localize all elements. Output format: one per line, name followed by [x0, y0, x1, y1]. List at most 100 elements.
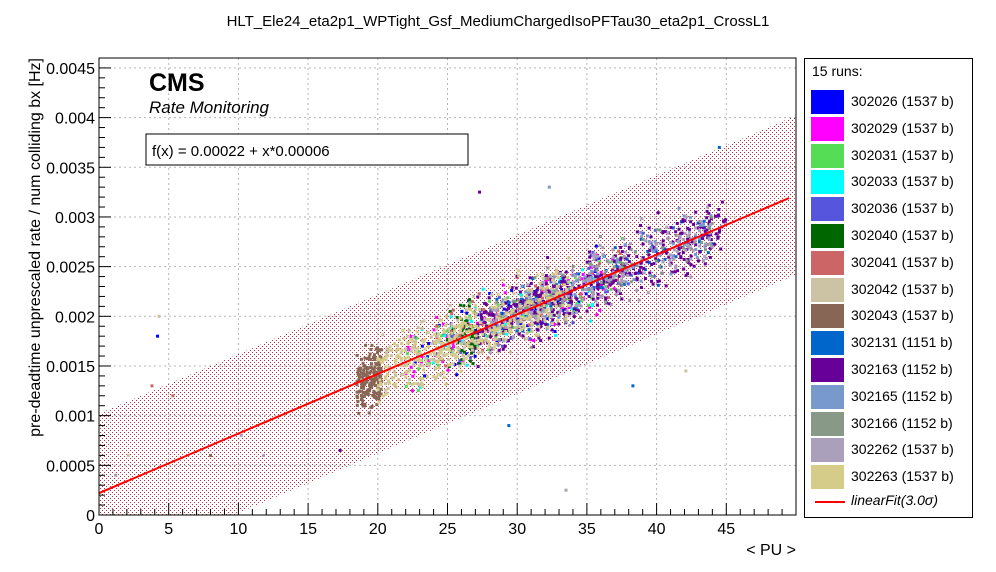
data-point — [526, 324, 530, 328]
data-point — [695, 255, 699, 259]
data-point — [470, 339, 474, 343]
data-point — [440, 334, 444, 338]
data-point — [601, 281, 605, 285]
data-point — [595, 266, 599, 270]
data-point — [705, 216, 709, 220]
data-point — [684, 248, 688, 252]
data-point — [622, 254, 626, 258]
data-point — [530, 288, 534, 292]
data-point — [405, 352, 409, 356]
data-point — [648, 273, 652, 277]
data-point — [463, 340, 467, 344]
data-point — [380, 348, 384, 352]
data-point — [495, 309, 499, 313]
data-point — [372, 382, 376, 386]
data-point — [448, 338, 452, 342]
data-point — [647, 226, 651, 230]
data-point — [541, 280, 545, 284]
data-point — [358, 369, 362, 373]
data-point — [558, 286, 562, 290]
data-point — [476, 338, 480, 342]
data-point — [466, 341, 470, 345]
data-point — [461, 354, 465, 358]
data-point — [546, 266, 550, 270]
data-point — [415, 346, 419, 350]
data-point — [426, 330, 430, 334]
data-point — [471, 362, 475, 366]
data-point — [689, 254, 693, 258]
data-point — [515, 320, 519, 324]
data-point — [377, 397, 381, 401]
data-point — [433, 377, 437, 381]
data-point — [532, 290, 536, 294]
data-point — [663, 230, 667, 234]
data-point — [610, 260, 614, 264]
data-point — [362, 368, 366, 372]
data-point — [490, 305, 494, 309]
data-point — [587, 294, 591, 298]
data-point — [542, 294, 546, 298]
data-point — [541, 299, 545, 303]
data-point — [407, 328, 411, 332]
data-point — [708, 227, 712, 231]
data-point — [363, 356, 367, 360]
data-point — [675, 221, 679, 225]
data-point — [433, 333, 437, 337]
x-tick-label: 25 — [439, 521, 457, 538]
data-point — [559, 308, 563, 312]
data-point — [590, 304, 594, 308]
data-point — [511, 299, 515, 303]
data-point — [358, 366, 362, 370]
data-point — [415, 330, 419, 334]
data-point — [377, 363, 381, 367]
data-point — [404, 349, 408, 353]
legend-item: 302263 (1537 b) — [811, 465, 971, 490]
data-point — [470, 334, 474, 338]
data-point — [438, 373, 442, 377]
data-point — [394, 385, 398, 389]
data-point — [451, 353, 455, 357]
legend-label: 302262 (1537 b) — [851, 441, 954, 458]
data-point — [504, 325, 508, 329]
data-point — [512, 318, 516, 322]
data-point — [513, 304, 517, 308]
data-point — [433, 359, 437, 363]
data-point — [368, 352, 372, 356]
data-point — [674, 255, 678, 259]
data-point — [524, 311, 528, 315]
data-point — [498, 326, 502, 330]
data-point — [462, 346, 466, 350]
data-point — [413, 358, 417, 362]
data-point — [501, 347, 505, 351]
data-point — [619, 260, 623, 264]
data-point — [364, 343, 368, 347]
data-point — [677, 227, 681, 231]
data-point — [629, 248, 633, 252]
data-point — [578, 276, 582, 280]
data-point — [434, 346, 438, 350]
data-point — [593, 254, 597, 258]
data-point — [420, 381, 424, 385]
data-point — [458, 303, 462, 307]
data-point — [374, 362, 378, 366]
data-point — [491, 324, 495, 328]
legend-label: 302042 (1537 b) — [851, 280, 954, 297]
data-point — [677, 239, 681, 243]
data-point — [570, 307, 574, 311]
data-point — [659, 253, 663, 257]
data-point — [542, 310, 546, 314]
data-point — [514, 309, 518, 313]
data-point — [613, 269, 617, 273]
data-point — [546, 307, 550, 311]
data-point — [502, 339, 506, 343]
data-point — [458, 359, 462, 363]
data-point — [397, 338, 401, 342]
data-point — [500, 327, 504, 331]
data-point — [555, 291, 559, 295]
data-point — [507, 300, 511, 304]
data-point — [620, 297, 624, 301]
data-point — [574, 295, 578, 299]
data-point — [483, 301, 487, 305]
data-point — [467, 353, 471, 357]
data-point — [380, 358, 384, 362]
